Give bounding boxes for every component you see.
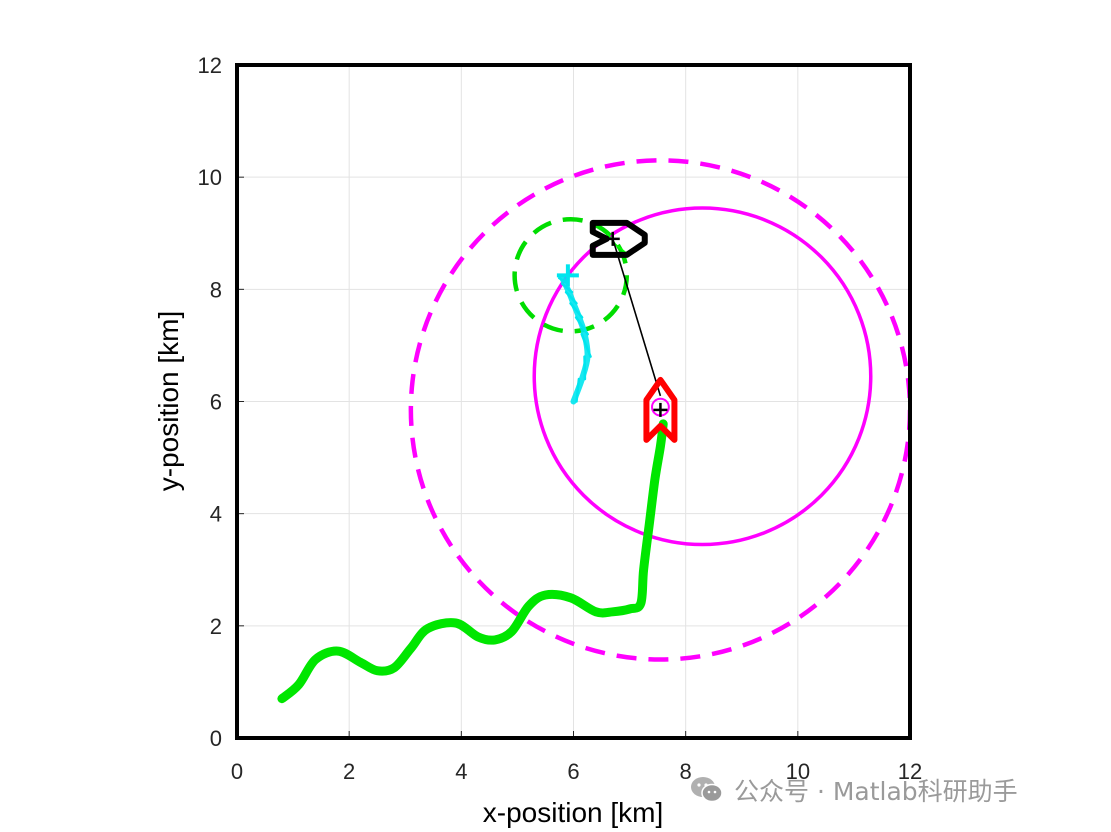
wechat-icon [691,777,723,803]
intruder-trajectory-jitter [560,282,574,294]
intruder-trajectory-jitter [574,316,589,336]
plot-frame [235,63,912,740]
y-tick-label: 2 [210,614,222,639]
y-tick-label: 0 [210,726,222,751]
x-tick-label: 10 [786,759,810,784]
y-tick-label: 6 [210,390,222,415]
x-tick-label: 8 [680,759,692,784]
y-tick-label: 8 [210,277,222,302]
ownship-trajectory [277,419,668,704]
y-tick-labels: 0 2 4 6 8 10 12 [198,53,222,751]
x-tick-label: 12 [898,759,922,784]
y-tick-label: 4 [210,502,222,527]
x-tick-label: 4 [455,759,467,784]
solid-zone-circle [532,206,873,547]
intruder-trajectory-jitter [575,377,581,403]
dashed-zone-circle [512,216,630,334]
x-tick-label: 0 [231,759,243,784]
watermark-text: 公众号 · Matlab科研助手 [734,777,1018,806]
y-axis-label: y-position [km] [153,311,184,492]
intruder-trajectory-jitter [580,332,592,358]
vessel-markers [556,219,678,443]
y-tick-label: 12 [198,53,222,78]
black-vessel-marker [589,219,648,258]
x-tick-label: 2 [343,759,355,784]
intruder-trajectory-jitter [564,290,578,305]
x-axis-label: x-position [km] [483,797,664,828]
red-vessel-marker [643,376,678,443]
connector-line [612,238,662,397]
intruder-trajectory-jitter [569,302,584,319]
y-tick-label: 10 [198,165,222,190]
x-tick-label: 6 [567,759,579,784]
x-tick-labels: 0 2 4 6 8 10 12 [231,759,922,784]
watermark: 公众号 · Matlab科研助手 [690,768,1018,812]
